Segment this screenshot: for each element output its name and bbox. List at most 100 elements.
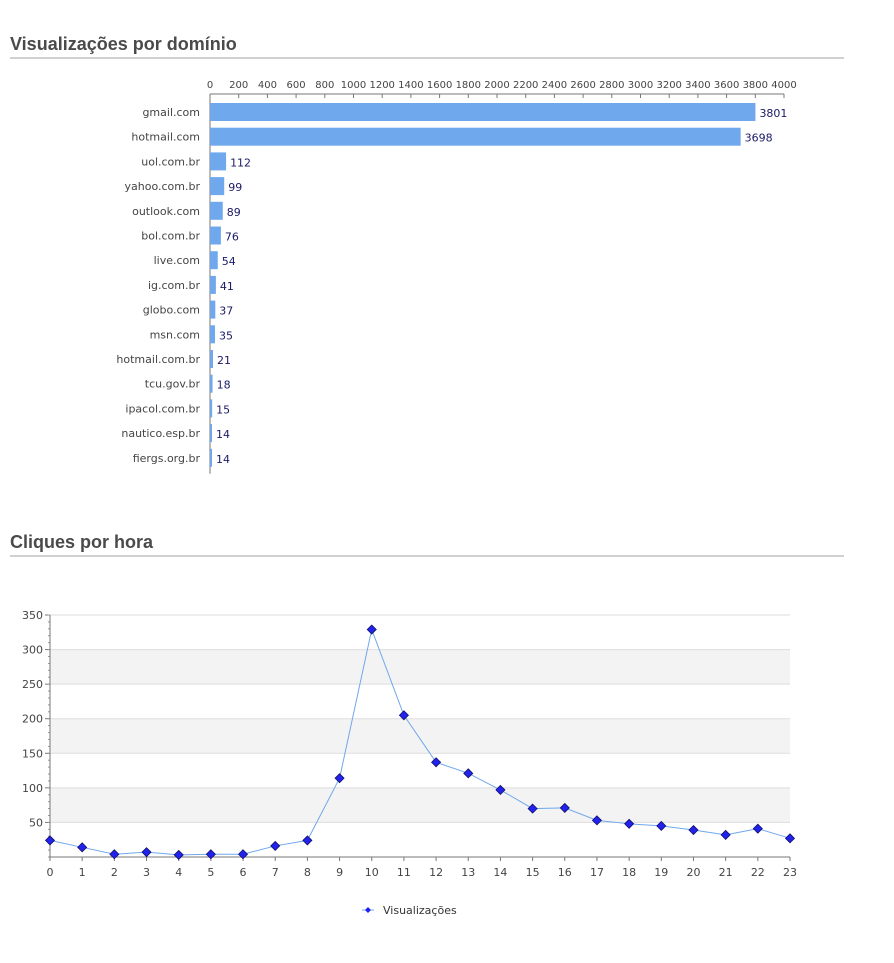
category-label: hotmail.com xyxy=(131,131,200,144)
data-point xyxy=(366,624,377,635)
category-label: yahoo.com.br xyxy=(125,180,201,193)
series-line xyxy=(49,627,791,856)
data-point xyxy=(591,815,603,826)
category-label: ipacol.com.br xyxy=(125,402,200,415)
y-tick-label: 200 xyxy=(22,713,43,726)
data-point xyxy=(656,820,667,831)
x-tick-label: 1000 xyxy=(341,80,366,91)
data-point xyxy=(688,824,699,836)
bar xyxy=(210,325,216,344)
x-tick-label: 6 xyxy=(240,866,247,879)
hours-section-title: Cliques por hora xyxy=(10,532,154,552)
x-tick-label: 3400 xyxy=(685,80,710,91)
x-tick-label: 8 xyxy=(304,866,311,879)
category-label: msn.com xyxy=(150,328,200,341)
x-tick-label: 3 xyxy=(143,866,150,879)
grid-band xyxy=(50,787,790,823)
x-tick-label: 12 xyxy=(429,866,443,879)
x-tick-label: 800 xyxy=(315,80,334,91)
grid-band xyxy=(50,718,790,754)
bar xyxy=(210,350,214,368)
data-label: 21 xyxy=(217,354,231,367)
x-tick-label: 1200 xyxy=(369,80,394,91)
x-tick-label: 4000 xyxy=(771,80,796,91)
x-tick-label: 2 xyxy=(111,866,118,879)
y-tick-label: 100 xyxy=(22,782,43,795)
data-point xyxy=(463,768,474,779)
data-label: 14 xyxy=(216,453,230,466)
x-tick-label: 9 xyxy=(336,866,343,879)
y-tick-label: 50 xyxy=(29,816,43,829)
x-tick-label: 22 xyxy=(751,866,765,879)
category-label: bol.com.br xyxy=(141,230,200,243)
x-tick-label: 4 xyxy=(175,866,182,879)
category-label: tcu.gov.br xyxy=(145,378,201,391)
x-tick-label: 2000 xyxy=(484,80,509,91)
x-tick-label: 16 xyxy=(558,866,572,879)
x-tick-label: 2800 xyxy=(599,80,624,91)
x-tick-label: 3600 xyxy=(714,80,739,91)
data-point xyxy=(44,835,56,846)
bar xyxy=(210,300,216,319)
x-tick-label: 23 xyxy=(783,866,797,879)
x-tick-label: 600 xyxy=(287,80,306,91)
data-label: 41 xyxy=(220,280,234,293)
category-label: fiergs.org.br xyxy=(133,452,201,465)
data-point xyxy=(173,849,184,860)
data-point xyxy=(302,835,313,846)
y-tick-label: 300 xyxy=(22,644,43,657)
x-tick-label: 17 xyxy=(590,866,604,879)
x-tick-label: 1 xyxy=(79,866,86,879)
data-point xyxy=(237,849,249,860)
bar xyxy=(210,424,213,443)
y-tick-label: 250 xyxy=(22,678,43,691)
bar xyxy=(210,399,213,418)
x-tick-label: 15 xyxy=(526,866,540,879)
x-tick-label: 0 xyxy=(207,80,213,91)
data-point xyxy=(205,849,216,860)
data-point xyxy=(559,802,570,813)
data-point xyxy=(495,784,506,795)
bar xyxy=(210,448,213,467)
data-point xyxy=(720,829,731,840)
x-tick-label: 2200 xyxy=(513,80,538,91)
x-tick-label: 20 xyxy=(686,866,700,879)
data-point xyxy=(109,849,120,860)
x-tick-label: 18 xyxy=(622,866,636,879)
bar xyxy=(210,103,756,121)
bar xyxy=(210,177,225,196)
bar xyxy=(210,374,213,393)
x-tick-label: 1800 xyxy=(456,80,481,91)
x-tick-label: 3200 xyxy=(656,80,681,91)
x-tick-label: 1600 xyxy=(427,80,452,91)
domains-section-divider xyxy=(10,57,844,59)
data-point xyxy=(527,803,538,814)
x-tick-label: 2600 xyxy=(570,80,595,91)
domains-section-title: Visualizações por domínio xyxy=(10,34,237,54)
x-tick-label: 3800 xyxy=(743,80,768,91)
data-label: 15 xyxy=(216,403,230,416)
data-point xyxy=(141,847,152,858)
x-tick-label: 5 xyxy=(207,866,214,879)
category-label: hotmail.com.br xyxy=(116,353,200,366)
category-label: gmail.com xyxy=(142,106,200,119)
grid-band xyxy=(50,649,790,685)
category-label: outlook.com xyxy=(132,205,200,218)
data-point xyxy=(270,840,281,852)
y-tick-label: 350 xyxy=(22,609,43,622)
x-tick-label: 21 xyxy=(719,866,733,879)
x-tick-label: 10 xyxy=(365,866,379,879)
data-label: 89 xyxy=(227,206,241,219)
data-label: 14 xyxy=(216,428,230,441)
data-point xyxy=(431,757,442,768)
hours-section-divider xyxy=(10,555,844,557)
x-tick-label: 0 xyxy=(47,866,54,879)
category-label: nautico.esp.br xyxy=(121,427,200,440)
x-tick-label: 19 xyxy=(654,866,668,879)
data-label: 99 xyxy=(228,181,242,194)
data-label: 35 xyxy=(219,329,233,342)
category-label: globo.com xyxy=(143,304,200,317)
category-label: ig.com.br xyxy=(148,279,201,292)
legend-marker xyxy=(365,907,371,913)
